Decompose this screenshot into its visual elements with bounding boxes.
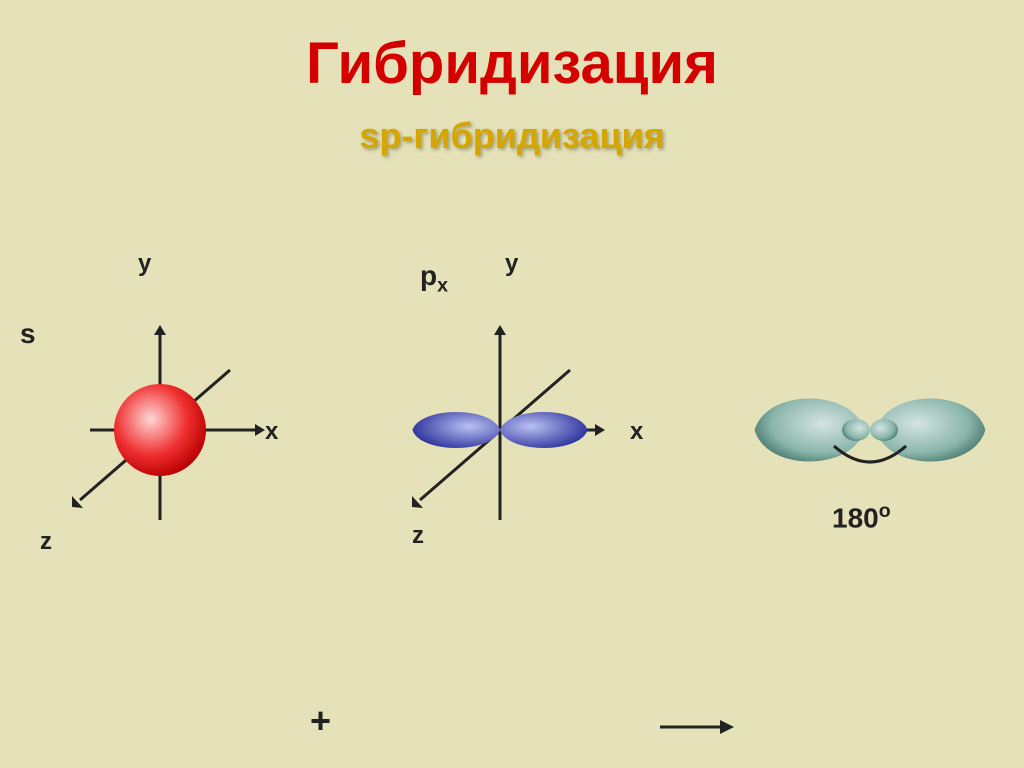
label-x-p: x <box>630 418 643 446</box>
label-z-p: z <box>412 522 424 550</box>
p-orbital-svg <box>360 300 640 580</box>
result-arrow <box>660 715 738 739</box>
label-x-s: x <box>265 418 278 446</box>
label-s: s <box>20 318 36 350</box>
page-subtitle: sp-гибридизация <box>0 115 1024 157</box>
sp-result-cell: 180o <box>740 360 1000 560</box>
diagram-row: s y x z + px y x z 180o <box>0 300 1024 660</box>
page-title: Гибридизация <box>0 0 1024 97</box>
label-z-s: z <box>40 528 52 556</box>
label-y-p: y <box>505 250 518 278</box>
angle-label: 180o <box>832 500 891 534</box>
s-orbital-svg <box>30 300 290 580</box>
label-p: px <box>420 260 448 298</box>
label-y-s: y <box>138 250 151 278</box>
plus-sign: + <box>310 700 331 742</box>
s-orbital-cell: s y x z <box>30 300 290 580</box>
p-orbital-cell: px y x z <box>360 300 640 580</box>
